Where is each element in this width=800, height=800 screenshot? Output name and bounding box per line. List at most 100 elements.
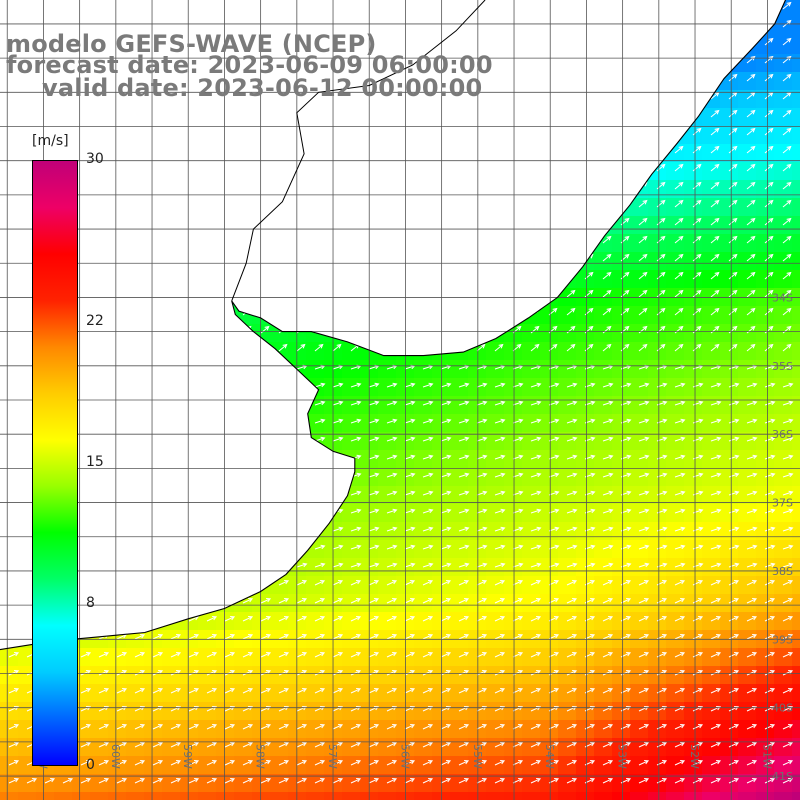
wind-arrow (188, 778, 200, 784)
field-cell (216, 126, 235, 145)
wind-arrow (782, 73, 792, 82)
field-cell (792, 234, 800, 253)
field-cell (576, 36, 595, 55)
wind-arrow (224, 472, 236, 478)
field-cell (108, 612, 127, 631)
wind-arrow (602, 109, 612, 118)
wind-arrow (242, 652, 254, 658)
field-cell (144, 270, 163, 289)
wind-arrow (368, 307, 378, 316)
field-cell (504, 90, 523, 109)
wind-arrow (422, 742, 434, 748)
field-cell (576, 0, 595, 19)
wind-arrow (8, 1, 18, 10)
wind-arrow (224, 490, 236, 496)
field-cell (378, 18, 397, 37)
wind-arrow (152, 145, 162, 154)
field-cell (792, 432, 800, 451)
wind-arrow (440, 742, 452, 748)
wind-arrow (692, 670, 704, 676)
field-cell (414, 126, 433, 145)
wind-arrow (710, 436, 722, 442)
field-cell (216, 108, 235, 127)
field-cell (378, 126, 397, 145)
field-cell (414, 180, 433, 199)
wind-arrow (404, 634, 416, 640)
wind-arrow (188, 199, 198, 208)
field-cell (180, 414, 199, 433)
wind-arrow (80, 544, 92, 550)
field-cell (612, 0, 631, 19)
wind-arrow (566, 760, 578, 766)
wind-arrow (566, 343, 576, 352)
wind-arrow (332, 544, 344, 550)
field-cell (270, 432, 289, 451)
field-cell (792, 666, 800, 685)
wind-arrow (782, 688, 794, 694)
field-cell (270, 216, 289, 235)
field-cell (450, 792, 469, 800)
wind-arrow (782, 145, 792, 154)
field-cell (594, 162, 613, 181)
wind-arrow (476, 400, 488, 406)
field-cell (198, 468, 217, 487)
wind-arrow (350, 271, 360, 280)
field-cell (252, 162, 271, 181)
wind-arrow (314, 778, 326, 784)
wind-arrow (44, 109, 54, 118)
wind-arrow (170, 217, 180, 226)
wind-arrow (260, 760, 272, 766)
field-cell (630, 126, 649, 145)
field-cell (0, 90, 19, 109)
wind-arrow (494, 55, 504, 64)
wind-arrow (692, 508, 704, 514)
wind-arrow (242, 436, 254, 442)
field-cell (468, 252, 487, 271)
wind-arrow (602, 508, 614, 514)
wind-arrow (278, 181, 288, 190)
wind-arrow (512, 634, 524, 640)
wind-arrow (404, 742, 416, 748)
field-cell (792, 594, 800, 613)
field-cell (522, 162, 541, 181)
wind-arrow (8, 742, 20, 748)
wind-arrow (152, 598, 164, 604)
field-cell (198, 198, 217, 217)
wind-arrow (80, 418, 92, 424)
wind-arrow (692, 343, 702, 352)
field-cell (522, 36, 541, 55)
field-cell (414, 162, 433, 181)
wind-arrow (440, 127, 450, 136)
field-cell (414, 18, 433, 37)
wind-arrow (296, 670, 308, 676)
wind-arrow (386, 508, 398, 514)
field-cell (666, 18, 685, 37)
wind-arrow (314, 760, 326, 766)
wind-arrow (224, 562, 236, 568)
wind-arrow (206, 562, 218, 568)
wind-arrow (764, 742, 776, 748)
wind-arrow (332, 724, 344, 730)
field-cell (720, 0, 739, 19)
field-cell (198, 576, 217, 595)
wind-arrow (296, 688, 308, 694)
field-cell (792, 414, 800, 433)
wind-arrow (386, 325, 396, 334)
wind-arrow (170, 436, 182, 442)
wind-arrow (638, 163, 648, 172)
field-cell (504, 72, 523, 91)
wind-arrow (332, 688, 344, 694)
wind-arrow (782, 382, 794, 388)
wind-arrow (296, 181, 306, 190)
wind-arrow (530, 400, 542, 406)
wind-arrow (332, 1, 342, 10)
wind-arrow (458, 289, 468, 298)
wind-arrow (242, 217, 252, 226)
wind-arrow (656, 1, 666, 10)
wind-arrow (458, 778, 470, 784)
wind-arrow (422, 490, 434, 496)
field-cell (612, 126, 631, 145)
wind-arrow (368, 163, 378, 172)
wind-arrow (566, 670, 578, 676)
wind-arrow (188, 163, 198, 172)
